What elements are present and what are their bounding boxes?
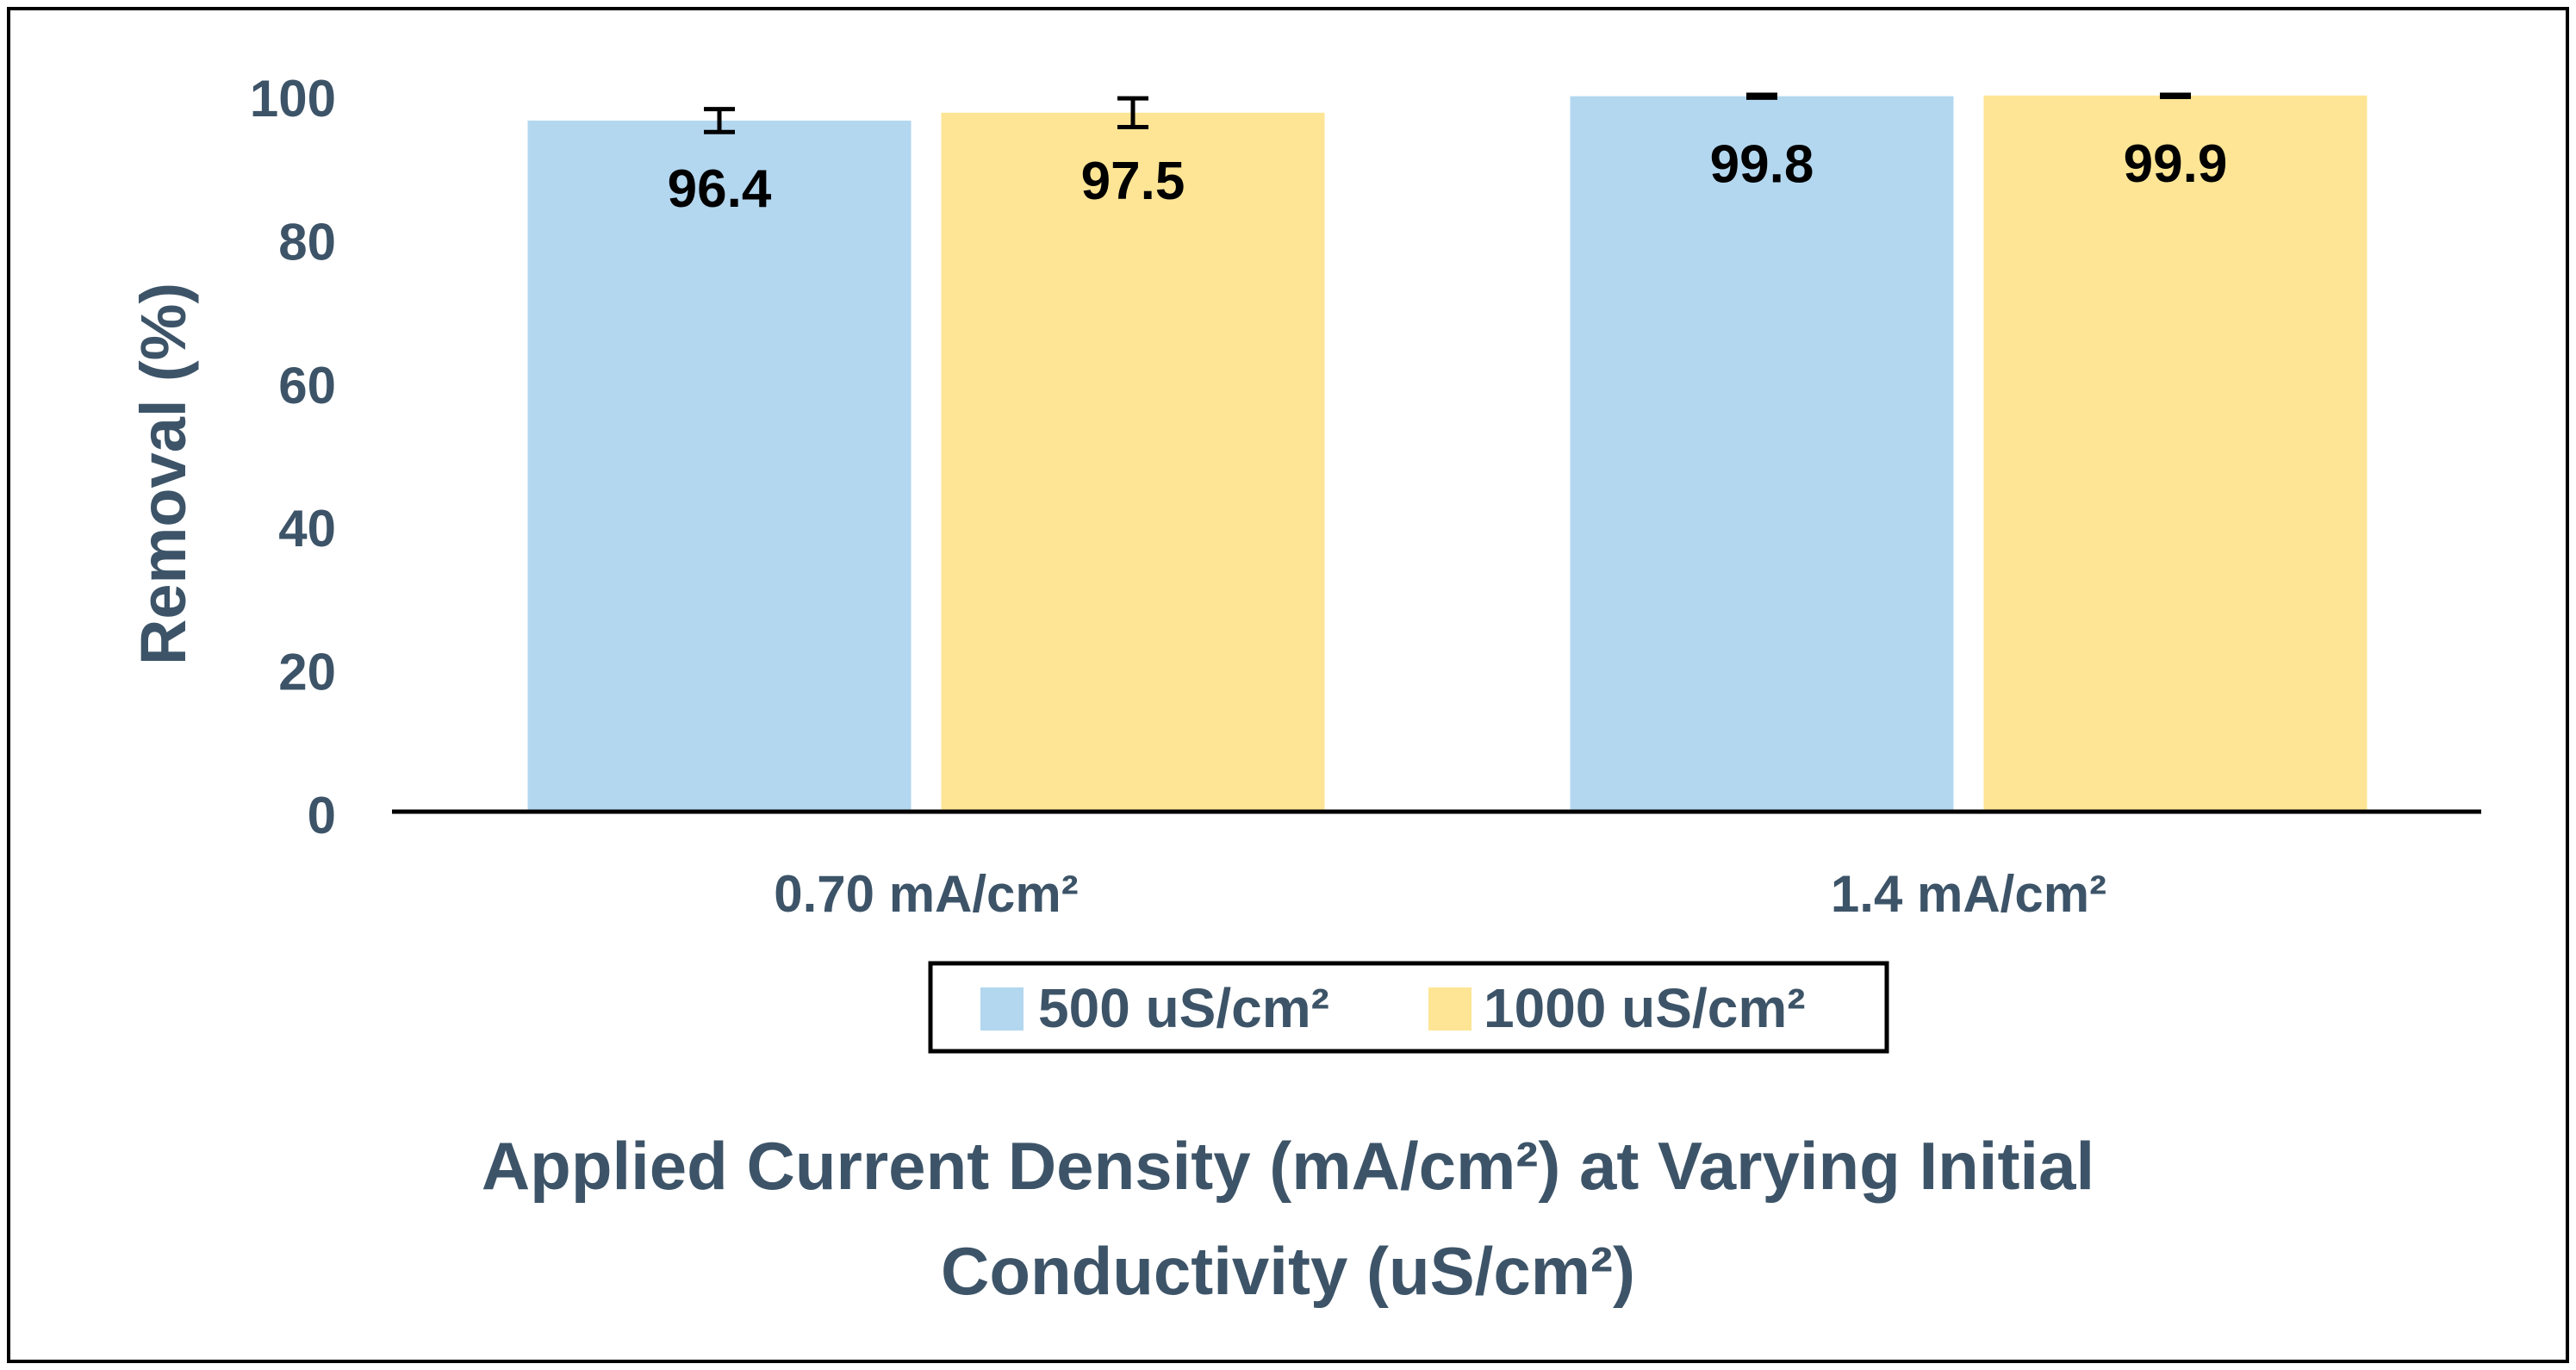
legend-swatch: [1428, 987, 1472, 1031]
error-bar: [1117, 96, 1148, 129]
data-label: 96.4: [668, 159, 772, 219]
x-category-label: 0.70 mA/cm²: [774, 865, 1079, 923]
bar: [527, 120, 912, 812]
legend-box: [928, 961, 1889, 1054]
data-labels-group: 96.4 97.5 99.8 99.9: [668, 134, 2228, 219]
error-bar: [704, 107, 735, 134]
legend-label: 1000 uS/cm²: [1484, 977, 1806, 1039]
x-category-label: 1.4 mA/cm²: [1831, 865, 2106, 923]
y-tick-label: 40: [278, 500, 336, 557]
y-axis-title: Removal (%): [128, 283, 199, 665]
y-tick-label: 60: [278, 357, 336, 414]
bars-group: [527, 95, 2368, 813]
x-axis-title-line-1: Applied Current Density (mA/cm²) at Vary…: [482, 1128, 2094, 1204]
data-label: 99.9: [2124, 134, 2228, 194]
x-axis-category-labels: 0.70 mA/cm² 1.4 mA/cm²: [774, 865, 2106, 923]
data-label: 99.8: [1710, 135, 1814, 195]
bar: [941, 112, 1325, 813]
y-tick-label: 20: [278, 644, 336, 701]
y-tick-label: 0: [308, 787, 336, 844]
bar: [1983, 95, 2368, 812]
legend: 500 uS/cm² 1000 uS/cm²: [928, 961, 1889, 1054]
y-tick-label: 80: [278, 213, 336, 271]
error-bar: [2160, 92, 2191, 99]
error-bar: [1746, 92, 1777, 100]
error-bars-group: [704, 92, 2191, 134]
legend-label: 500 uS/cm²: [1038, 977, 1329, 1039]
y-tick-label: 100: [250, 70, 336, 128]
bar: [1570, 96, 1954, 812]
data-label: 97.5: [1081, 152, 1185, 211]
x-axis-title-line-2: Conductivity (uS/cm²): [941, 1233, 1635, 1309]
legend-swatch: [980, 987, 1024, 1031]
y-axis-ticks: 0 20 40 60 80 100: [250, 70, 336, 844]
